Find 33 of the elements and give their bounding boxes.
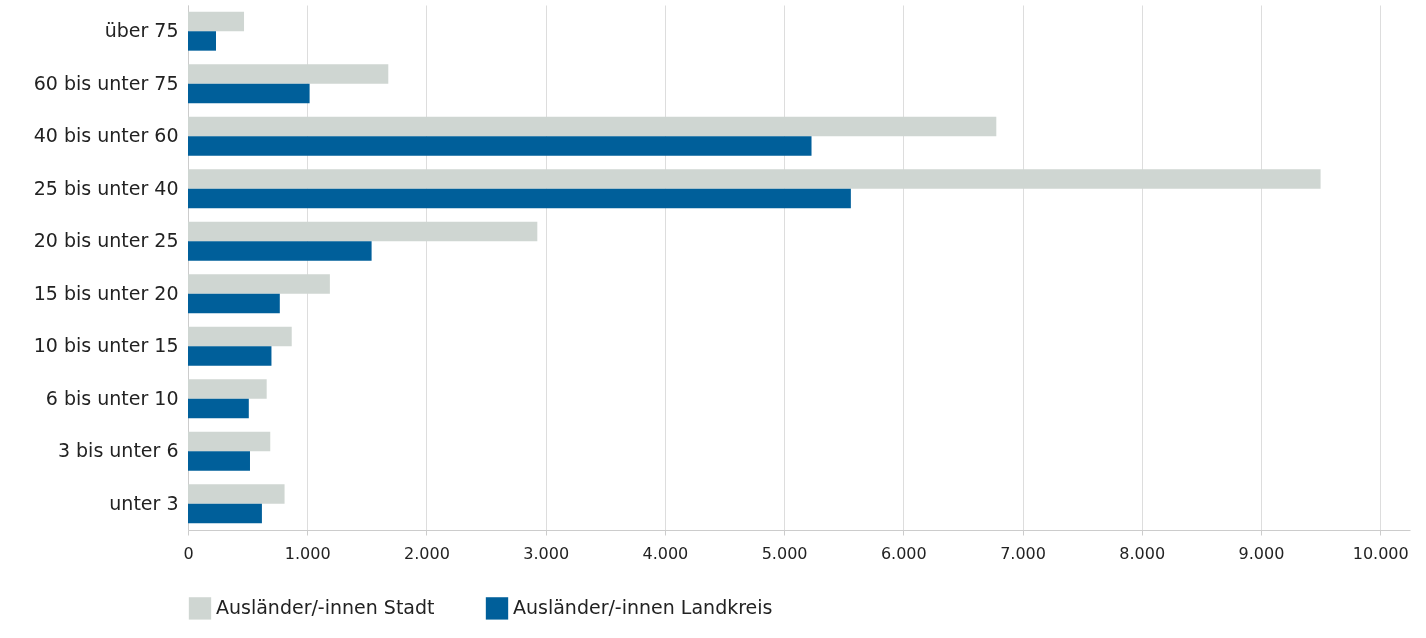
y-tick-label: 20 bis unter 25 [33, 229, 179, 252]
y-tick-label: 6 bis unter 10 [45, 386, 179, 409]
bar [188, 241, 372, 261]
y-tick-label: 3 bis unter 6 [57, 439, 179, 462]
x-tick-label: 9.000 [1238, 543, 1285, 563]
bar [188, 83, 310, 104]
bar [188, 398, 249, 419]
bar [188, 293, 280, 314]
y-tick-label: über 75 [104, 19, 179, 42]
y-tick-label: unter 3 [109, 491, 179, 514]
x-tick-label: 3.000 [523, 543, 570, 563]
legend-label: Ausländer/-innen Stadt [216, 596, 435, 619]
x-tick-label: 6.000 [880, 543, 927, 563]
bar [188, 451, 250, 471]
legend-label: Ausländer/-innen Landkreis [513, 596, 773, 619]
y-tick-label: 25 bis unter 40 [33, 176, 179, 199]
y-tick-label: 60 bis unter 75 [33, 71, 179, 94]
y-tick-label: 10 bis unter 15 [33, 334, 179, 357]
x-tick-label: 0 [183, 543, 194, 563]
x-tick-label: 5.000 [761, 543, 808, 563]
x-tick-label: 2.000 [404, 543, 450, 563]
x-tick-label: 1.000 [284, 543, 331, 563]
y-tick-label: 15 bis unter 20 [33, 281, 179, 304]
x-tick-label: 4.000 [642, 543, 689, 563]
bar [188, 188, 851, 209]
x-tick-label: 10.000 [1352, 543, 1409, 563]
bar [188, 136, 812, 156]
bar [188, 346, 272, 366]
y-tick-label: 40 bis unter 60 [33, 124, 179, 147]
bar [188, 503, 262, 524]
bar [188, 31, 217, 51]
x-tick-label: 7.000 [1000, 543, 1046, 563]
x-tick-label: 8.000 [1119, 543, 1166, 563]
